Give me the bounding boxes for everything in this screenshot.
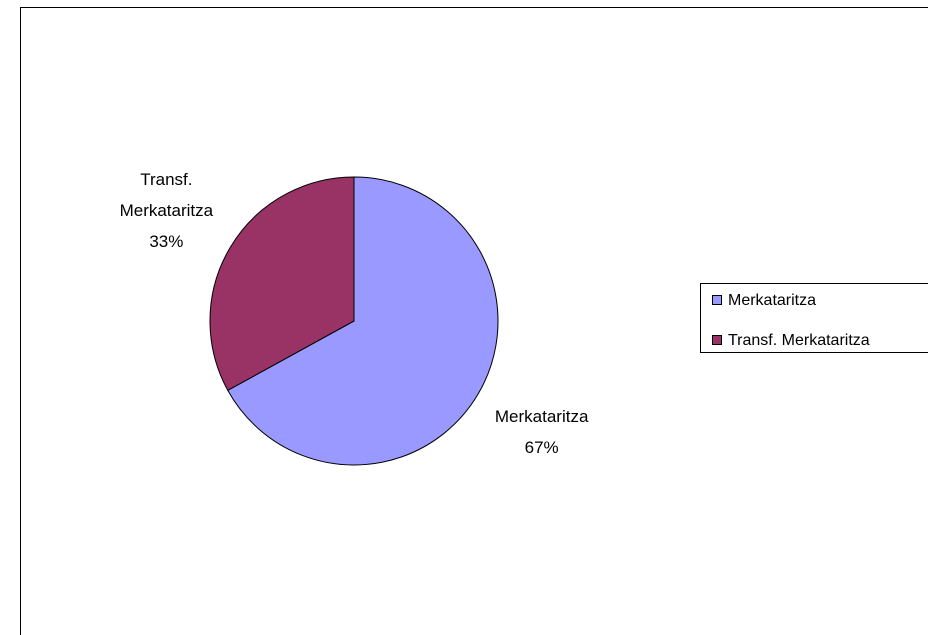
- pie-slice: [227, 176, 499, 466]
- legend-swatch: [712, 335, 722, 345]
- data-label-name: Merkataritza: [494, 406, 589, 426]
- legend-label: Transf. Merkataritza: [728, 332, 870, 349]
- legend-swatch: [712, 295, 722, 305]
- data-label-name: Transf. Merkataritza: [119, 169, 214, 220]
- data-label-value: 33%: [149, 231, 184, 251]
- pie-slice: [209, 176, 355, 392]
- legend-label: Merkataritza: [728, 292, 816, 309]
- data-label-value: 67%: [524, 437, 559, 457]
- legend-box: [700, 283, 928, 353]
